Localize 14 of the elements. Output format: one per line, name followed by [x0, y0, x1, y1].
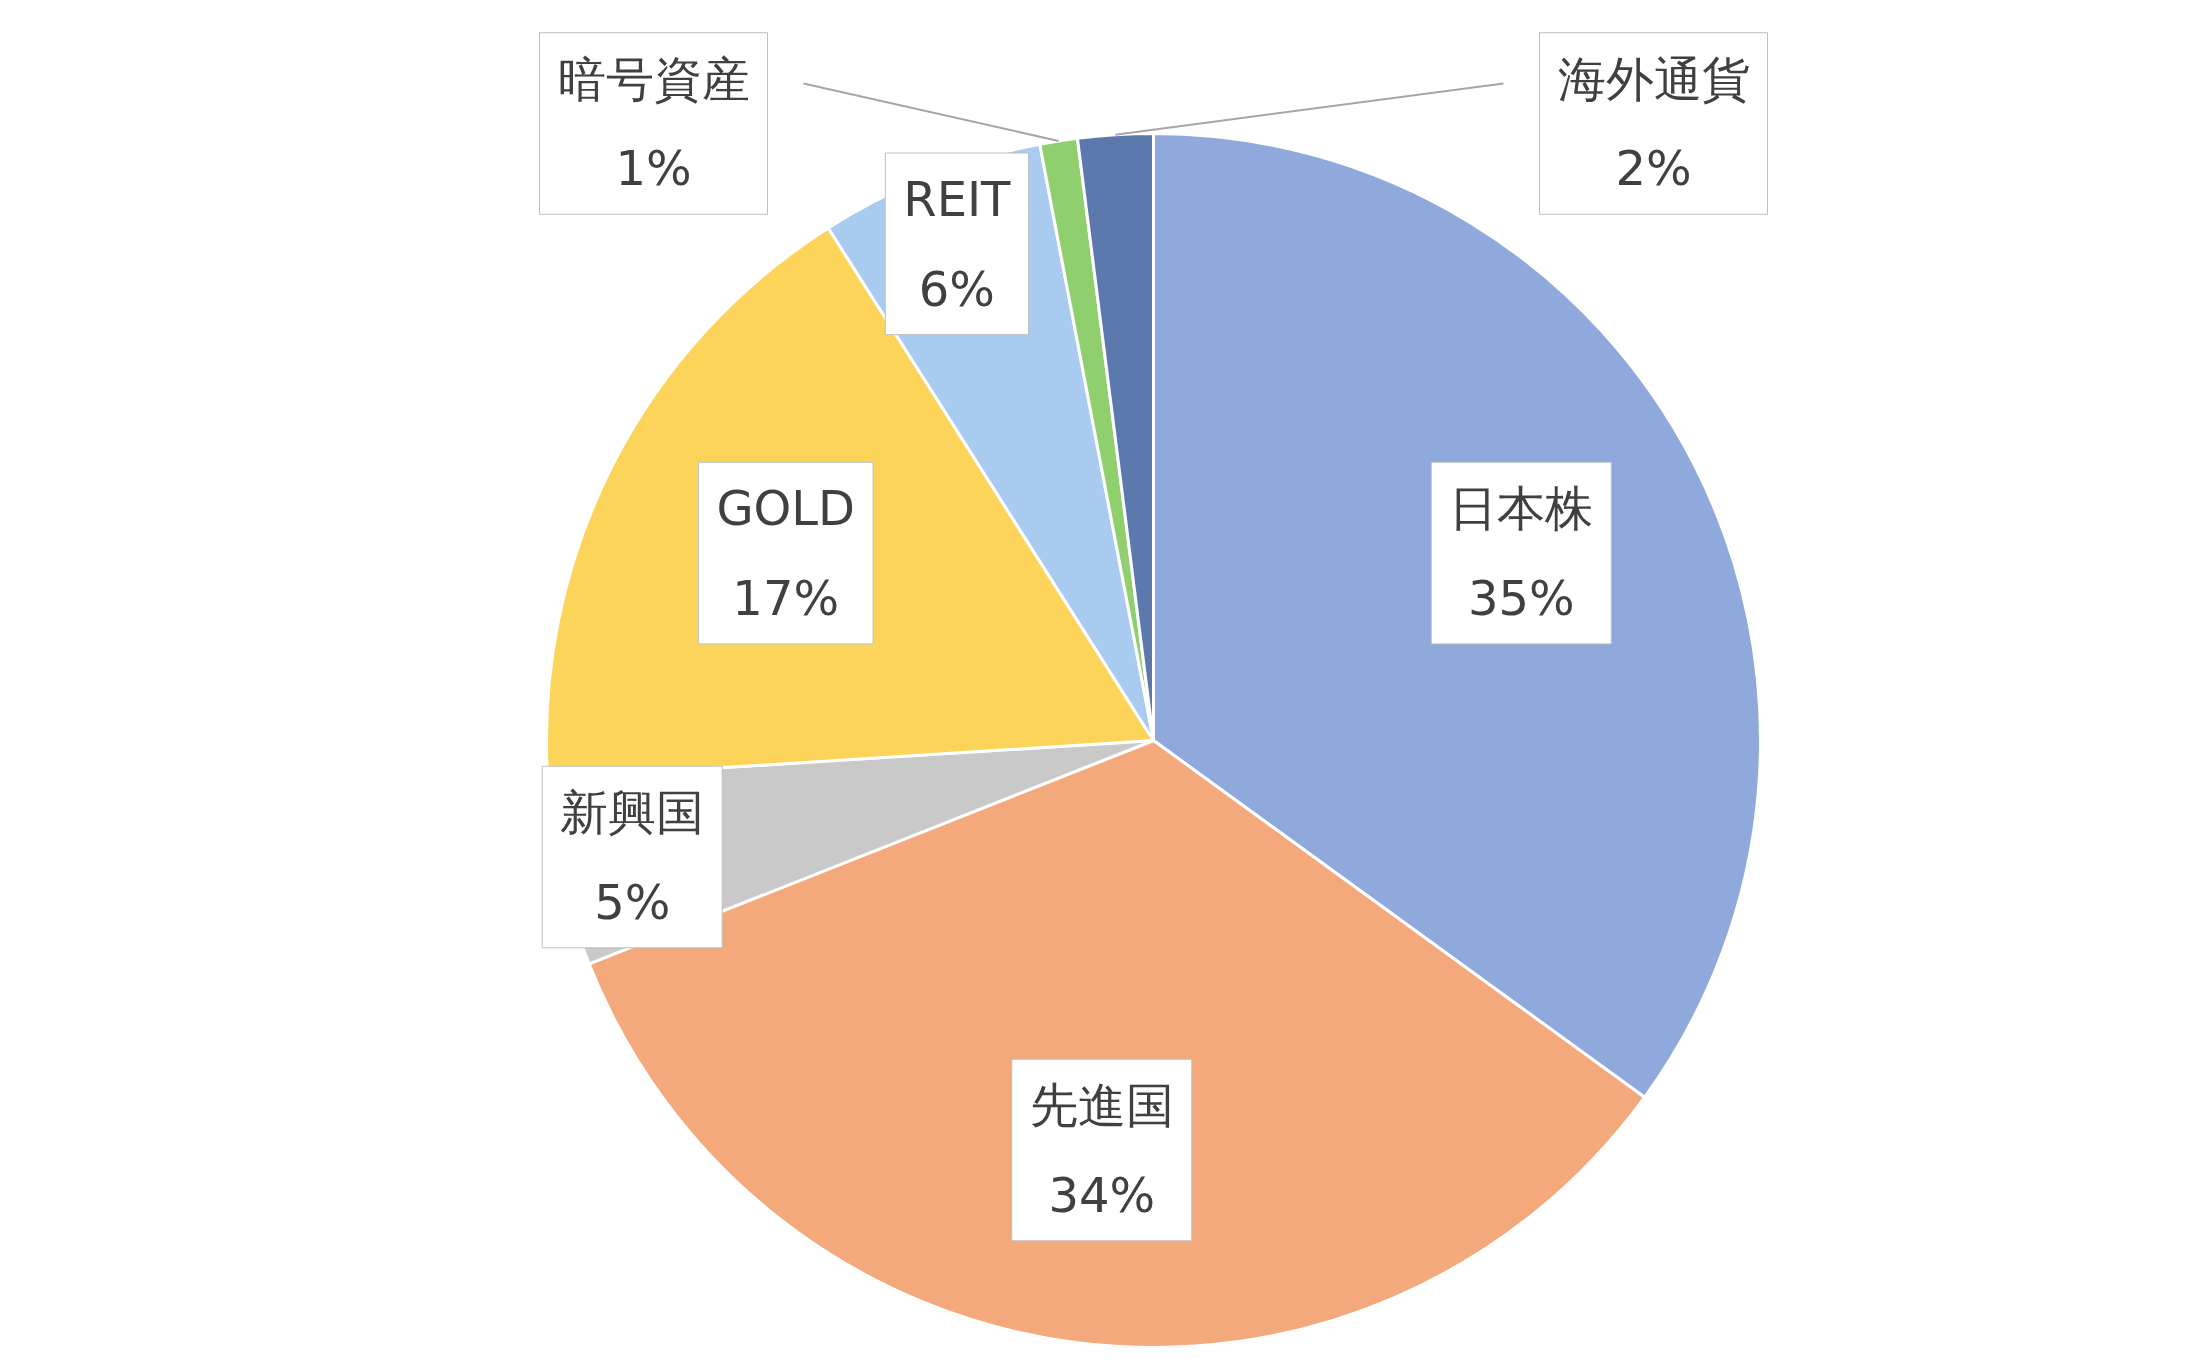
data-label: 35% — [1467, 569, 1575, 626]
slice-label: 海外通貨 — [1557, 50, 1750, 107]
data-label: 34% — [1048, 1166, 1156, 1223]
slice-label: 先進国 — [1029, 1077, 1174, 1134]
slice-label: REIT — [903, 171, 1012, 228]
slice-label: GOLD — [716, 480, 856, 537]
slice-label: 日本株 — [1449, 480, 1594, 537]
data-label: 2% — [1615, 140, 1692, 197]
data-label: 5% — [594, 873, 671, 930]
data-label: 1% — [615, 140, 692, 197]
slice-label: 暗号資産 — [557, 50, 750, 107]
data-label: 6% — [918, 260, 995, 317]
slice-label: 新興国 — [560, 784, 705, 841]
data-label: 17% — [732, 569, 840, 626]
